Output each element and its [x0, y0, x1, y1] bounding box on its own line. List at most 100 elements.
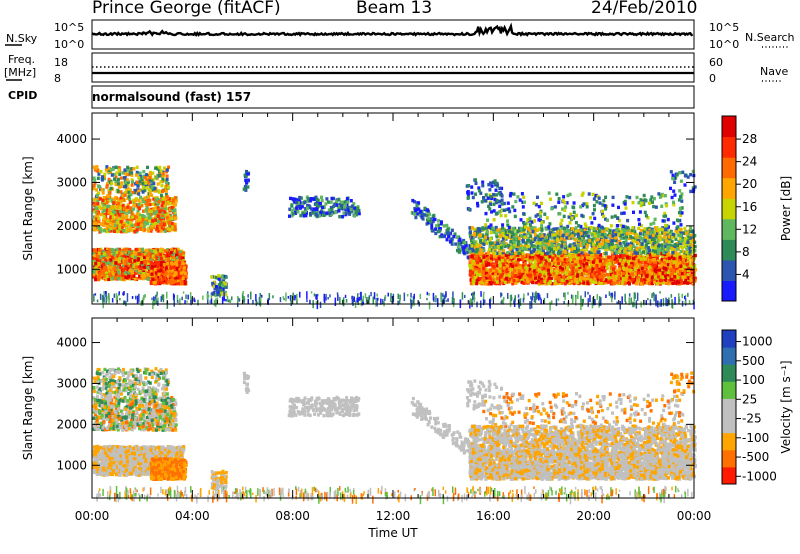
- scatter-cell: [159, 268, 163, 272]
- scatter-cell: [119, 205, 122, 210]
- scatter-cell: [142, 272, 146, 276]
- scatter-cell: [169, 250, 173, 255]
- scatter-cell: [109, 179, 113, 183]
- scatter-cell: [456, 245, 460, 249]
- scatter-cell: [156, 229, 160, 233]
- scatter-cell: [113, 212, 117, 216]
- scatter-cell: [147, 254, 151, 259]
- scatter-cell: [106, 223, 109, 227]
- scatter-cell: [137, 207, 141, 211]
- scatter-cell: [182, 266, 186, 270]
- scatter-cell: [131, 190, 135, 195]
- scatter-cell: [130, 167, 134, 171]
- scatter-cell: [150, 265, 154, 269]
- scatter-cell: [117, 168, 121, 172]
- scatter-cell: [113, 266, 117, 270]
- scatter-cell: [303, 200, 307, 205]
- scatter-cell: [128, 172, 132, 176]
- scatter-cell: [141, 253, 145, 257]
- scatter-cell: [178, 255, 182, 259]
- scatter-cell: [324, 202, 328, 206]
- scatter-cell: [171, 273, 174, 278]
- scatter-cell: [146, 197, 150, 201]
- scatter-cell: [461, 247, 465, 251]
- scatter-cell: [102, 268, 106, 272]
- scatter-cell: [242, 187, 246, 191]
- scatter-cell: [334, 210, 337, 214]
- scatter-cell: [124, 229, 128, 233]
- scatter-cell: [130, 269, 134, 274]
- scatter-cell: [144, 181, 148, 185]
- scatter-cell: [171, 252, 175, 256]
- scatter-cell: [168, 202, 172, 206]
- scatter-cell: [458, 237, 462, 241]
- scatter-cell: [434, 231, 438, 236]
- scatter-cell: [146, 199, 150, 203]
- scatter-cell: [94, 249, 98, 253]
- scatter-cell: [168, 252, 172, 257]
- scatter-cell: [100, 178, 104, 182]
- scatter-cell: [157, 226, 161, 230]
- scatter-cell: [146, 277, 150, 281]
- scatter-cell: [107, 260, 111, 264]
- scatter-cell: [445, 237, 449, 242]
- scatter-cell: [161, 213, 165, 218]
- scatter-cell: [143, 260, 147, 264]
- scatter-cell: [155, 224, 159, 228]
- scatter-cell: [124, 172, 128, 176]
- scatter-cell: [157, 272, 161, 276]
- scatter-cell: [161, 215, 164, 219]
- scatter-cell: [464, 244, 468, 248]
- scatter-cell: [101, 271, 105, 276]
- scatter-cell: [137, 202, 141, 207]
- scatter-cell: [106, 270, 110, 275]
- scatter-cell: [115, 205, 119, 209]
- scatter-cell: [156, 182, 160, 186]
- scatter-cell: [124, 275, 128, 280]
- scatter-cell: [143, 196, 147, 200]
- scatter-cell: [114, 261, 118, 265]
- scatter-cell: [166, 207, 170, 211]
- scatter-cell: [139, 174, 143, 179]
- scatter-cell: [343, 203, 347, 207]
- scatter-cell: [139, 213, 143, 218]
- scatter-cell: [136, 222, 140, 226]
- scatter-cell: [169, 281, 173, 285]
- scatter-cell: [181, 256, 185, 260]
- scatter-cell: [158, 165, 162, 170]
- scatter-cell: [136, 219, 139, 223]
- scatter-cell: [110, 181, 114, 185]
- scatter-cell: [118, 217, 121, 222]
- scatter-cell: [605, 272, 609, 277]
- scatter-cell: [130, 173, 134, 177]
- scatter-cell: [140, 177, 144, 181]
- scatter-cell: [315, 202, 319, 206]
- scatter-cell: [119, 260, 123, 264]
- scatter-cell: [142, 222, 146, 226]
- scatter-cell: [150, 225, 154, 229]
- scatter-cell: [104, 213, 108, 217]
- scatter-cell: [159, 220, 163, 224]
- scatter-cell: [122, 263, 126, 267]
- scatter-cell: [454, 242, 458, 246]
- scatter-cell: [110, 249, 114, 253]
- scatter-cell: [300, 205, 304, 209]
- scatter-cell: [173, 196, 177, 200]
- scatter-cell: [126, 266, 130, 271]
- scatter-cell: [95, 270, 99, 275]
- scatter-cell: [107, 277, 111, 282]
- scatter-cell: [158, 216, 162, 221]
- scatter-cell: [99, 271, 103, 276]
- scatter-cell: [127, 190, 131, 195]
- scatter-cell: [173, 222, 177, 227]
- scatter-cell: [115, 229, 119, 234]
- scatter-cell: [117, 229, 121, 233]
- scatter-cell: [104, 251, 108, 255]
- scatter-cell: [161, 227, 165, 232]
- scatter-cell: [146, 256, 150, 260]
- scatter-cell: [98, 185, 102, 189]
- scatter-cell: [114, 165, 118, 169]
- scatter-cell: [141, 262, 144, 267]
- scatter-cell: [94, 215, 98, 219]
- scatter-cell: [97, 225, 101, 229]
